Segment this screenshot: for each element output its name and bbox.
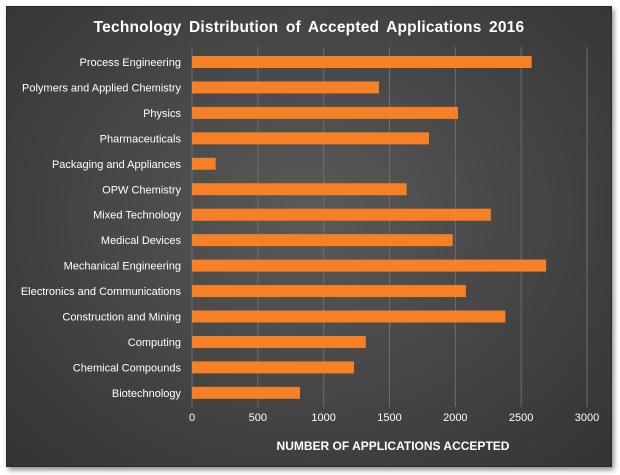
category-label: Polymers and Applied Chemistry xyxy=(22,82,181,94)
x-tick-label: 1500 xyxy=(377,412,401,424)
category-label: Pharmaceuticals xyxy=(100,133,182,145)
chart-title: Technology Distribution of Accepted Appl… xyxy=(93,19,525,36)
bar xyxy=(192,81,379,94)
x-axis-title: NUMBER OF APPLICATIONS ACCEPTED xyxy=(276,439,510,453)
x-tick-label: 1000 xyxy=(311,412,335,424)
bar xyxy=(192,310,506,323)
x-tick-label: 2500 xyxy=(509,412,533,424)
category-label: Chemical Compounds xyxy=(73,362,182,374)
category-label: Mixed Technology xyxy=(93,210,181,222)
bar xyxy=(192,208,491,221)
category-label: Physics xyxy=(143,108,181,120)
bar xyxy=(192,386,300,399)
category-label: Construction and Mining xyxy=(62,312,181,324)
x-tick-label: 3000 xyxy=(575,412,599,424)
x-tick-labels: 0 500 1000 1500 2000 2500 3000 xyxy=(189,412,599,424)
category-label: OPW Chemistry xyxy=(102,184,181,196)
x-tick-label: 0 xyxy=(189,412,195,424)
bar xyxy=(192,56,532,68)
category-labels: Process Engineering Polymers and Applied … xyxy=(21,57,182,400)
category-label: Process Engineering xyxy=(79,57,181,69)
bar xyxy=(192,335,366,348)
category-label: Mechanical Engineering xyxy=(64,261,181,273)
bar xyxy=(192,259,547,272)
bar xyxy=(192,106,458,119)
category-label: Medical Devices xyxy=(101,235,182,247)
bar xyxy=(192,132,429,145)
bar xyxy=(192,183,407,196)
bars xyxy=(192,56,547,399)
bar xyxy=(192,157,216,170)
category-label: Computing xyxy=(128,337,181,349)
bar-chart: Process Engineering Polymers and Applied … xyxy=(21,47,599,424)
x-tick-label: 2000 xyxy=(443,412,467,424)
x-tick-label: 500 xyxy=(249,412,267,424)
category-label: Electronics and Communications xyxy=(21,286,182,298)
chart-frame: Technology Distribution of Accepted Appl… xyxy=(6,6,612,467)
bar xyxy=(192,361,354,374)
category-label: Biotechnology xyxy=(112,388,182,400)
bar xyxy=(192,234,453,247)
bar xyxy=(192,285,466,298)
category-label: Packaging and Appliances xyxy=(52,159,182,171)
gridlines xyxy=(191,47,588,407)
